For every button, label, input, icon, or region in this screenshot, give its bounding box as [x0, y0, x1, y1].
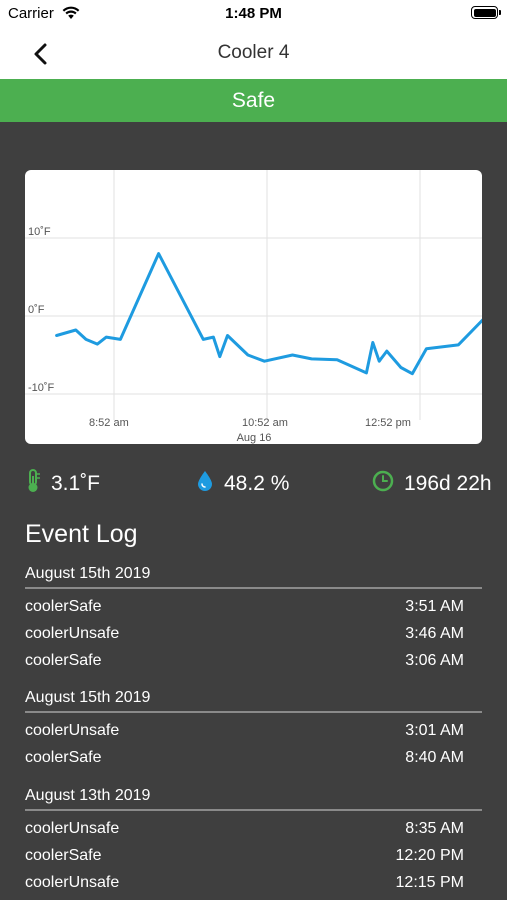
- event-log-title: Event Log: [25, 520, 138, 548]
- clock-time: 1:48 PM: [225, 5, 282, 22]
- event-day-group: August 13th 2019 coolerUnsafe 8:35 AM co…: [25, 783, 482, 896]
- event-row[interactable]: coolerSafe 8:40 AM: [25, 744, 482, 771]
- event-day-header: August 15th 2019: [25, 685, 482, 713]
- event-name: coolerSafe: [25, 749, 102, 766]
- event-time: 3:06 AM: [405, 652, 464, 669]
- page-title: Cooler 4: [217, 42, 290, 63]
- event-day-header: August 13th 2019: [25, 783, 482, 811]
- event-row[interactable]: coolerUnsafe 3:46 AM: [25, 620, 482, 647]
- event-name: coolerSafe: [25, 847, 102, 864]
- status-banner: Safe: [0, 79, 507, 122]
- event-time: 12:15 PM: [395, 874, 464, 891]
- event-name: coolerSafe: [25, 652, 102, 669]
- event-time: 3:46 AM: [405, 625, 464, 642]
- y-tick-label: 10˚F: [28, 226, 51, 238]
- event-row[interactable]: coolerUnsafe 3:01 AM: [25, 717, 482, 744]
- status-bar: Carrier 1:48 PM: [0, 0, 507, 28]
- temperature-value: 3.1˚F: [51, 472, 101, 495]
- event-time: 12:20 PM: [395, 847, 464, 864]
- event-day-group: August 15th 2019 coolerSafe 3:51 AM cool…: [25, 561, 482, 674]
- chart-svg: 10˚F 0˚F -10˚F 8:52 am 10:52 am 12:52 pm Aug 1…: [25, 170, 482, 444]
- event-name: coolerSafe: [25, 598, 102, 615]
- temperature-stat: 3.1˚F: [25, 466, 100, 502]
- event-name: coolerUnsafe: [25, 874, 120, 891]
- humidity-stat: 48.2 %: [196, 466, 289, 502]
- event-row[interactable]: coolerSafe 3:06 AM: [25, 647, 482, 674]
- event-day-group: August 15th 2019 coolerUnsafe 3:01 AM co…: [25, 685, 482, 771]
- droplet-icon: [196, 470, 224, 498]
- clock-icon: [372, 470, 404, 498]
- battery-icon: [471, 6, 501, 19]
- y-tick-label: -10˚F: [28, 382, 55, 394]
- event-time: 3:51 AM: [405, 598, 464, 615]
- humidity-value: 48.2 %: [224, 472, 290, 495]
- event-row[interactable]: coolerSafe 12:20 PM: [25, 842, 482, 869]
- uptime-stat: 196d 22h: [372, 466, 492, 502]
- y-tick-label: 0˚F: [28, 304, 45, 316]
- back-chevron-icon[interactable]: [30, 40, 54, 68]
- event-day-header: August 15th 2019: [25, 561, 482, 589]
- x-tick-label: 12:52 pm: [365, 417, 411, 429]
- event-name: coolerUnsafe: [25, 820, 120, 837]
- event-row[interactable]: coolerSafe 3:51 AM: [25, 593, 482, 620]
- x-tick-label: 8:52 am: [89, 417, 129, 429]
- event-time: 3:01 AM: [405, 722, 464, 739]
- event-time: 8:35 AM: [405, 820, 464, 837]
- event-name: coolerUnsafe: [25, 625, 120, 642]
- thermometer-icon: [25, 469, 51, 499]
- x-tick-label: 10:52 am: [242, 417, 288, 429]
- temperature-series-line: [55, 252, 482, 376]
- stats-bar: 3.1˚F 48.2 % 196d 22h: [0, 466, 507, 502]
- temperature-chart: 10˚F 0˚F -10˚F 8:52 am 10:52 am 12:52 pm Aug 1…: [25, 170, 482, 444]
- navigation-bar: Cooler 4: [0, 28, 507, 79]
- event-row[interactable]: coolerUnsafe 12:15 PM: [25, 869, 482, 896]
- event-row[interactable]: coolerUnsafe 8:35 AM: [25, 815, 482, 842]
- carrier-label: Carrier: [8, 5, 54, 22]
- wifi-icon: [62, 6, 80, 24]
- event-name: coolerUnsafe: [25, 722, 120, 739]
- x-axis-date-label: Aug 16: [237, 432, 272, 444]
- event-time: 8:40 AM: [405, 749, 464, 766]
- uptime-value: 196d 22h: [404, 472, 492, 495]
